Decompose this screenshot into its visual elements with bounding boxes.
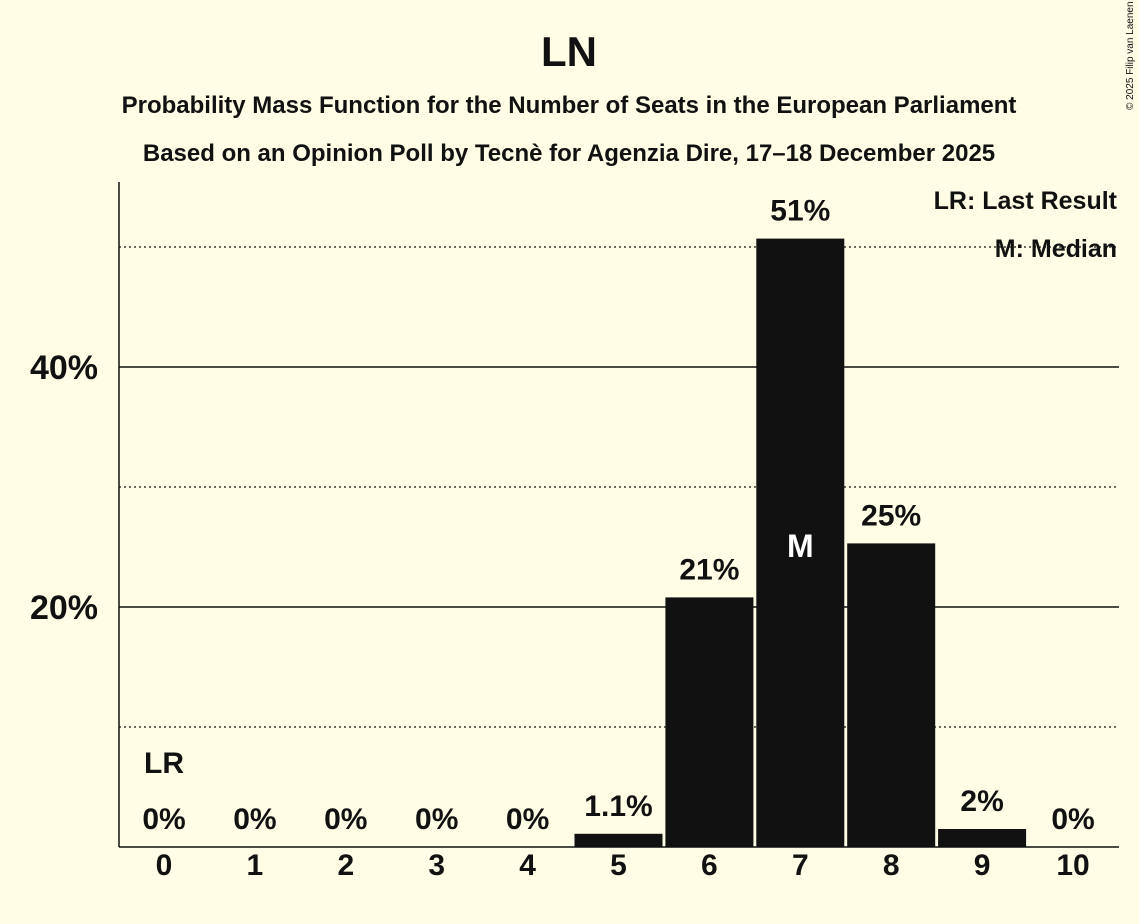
- legend-median: M: Median: [995, 235, 1117, 263]
- data-label: 0%: [142, 803, 185, 836]
- data-label: 1.1%: [584, 790, 652, 823]
- x-tick-label: 10: [1056, 849, 1089, 882]
- data-label: 0%: [415, 803, 458, 836]
- x-tick-label: 1: [247, 849, 264, 882]
- y-tick-label: 40%: [30, 349, 98, 387]
- data-label: 2%: [960, 785, 1003, 818]
- x-tick-label: 0: [156, 849, 173, 882]
- data-label: 0%: [1051, 803, 1094, 836]
- bar: [574, 833, 663, 847]
- chart-subtitle-2: Based on an Opinion Poll by Tecnè for Ag…: [143, 140, 995, 167]
- bar: [938, 829, 1027, 847]
- x-tick-label: 4: [519, 849, 536, 882]
- x-tick-label: 6: [701, 849, 718, 882]
- x-tick-label: 9: [974, 849, 991, 882]
- median-marker: M: [787, 528, 814, 564]
- x-tick-label: 7: [792, 849, 809, 882]
- x-tick-label: 5: [610, 849, 627, 882]
- gridlines: [119, 246, 1119, 728]
- x-tick-label: 8: [883, 849, 900, 882]
- data-labels: 0% LR 0% 0% 0% 0% 1.1% 21% 51% M 25% 2% 0%: [142, 195, 1094, 836]
- data-label: 51%: [770, 195, 830, 228]
- chart-subtitle: Probability Mass Function for the Number…: [122, 92, 1017, 119]
- last-result-marker: LR: [144, 747, 184, 780]
- y-tick-label: 20%: [30, 589, 98, 627]
- bar: [665, 597, 754, 847]
- chart-title: LN: [541, 28, 597, 75]
- x-tick-label: 2: [337, 849, 354, 882]
- legend-last-result: LR: Last Result: [934, 187, 1118, 215]
- data-label: 0%: [324, 803, 367, 836]
- axes: 20% 40% 0 1 2 3 4 5 6 7 8 9 10: [30, 182, 1119, 882]
- data-label: 25%: [861, 499, 921, 532]
- copyright: © 2025 Filip van Laenen: [1125, 1, 1136, 110]
- data-label: 21%: [679, 553, 739, 586]
- data-label: 0%: [506, 803, 549, 836]
- data-label: 0%: [233, 803, 276, 836]
- bars: [574, 238, 1027, 848]
- x-tick-label: 3: [428, 849, 445, 882]
- bar: [756, 238, 845, 848]
- bar: [847, 543, 936, 847]
